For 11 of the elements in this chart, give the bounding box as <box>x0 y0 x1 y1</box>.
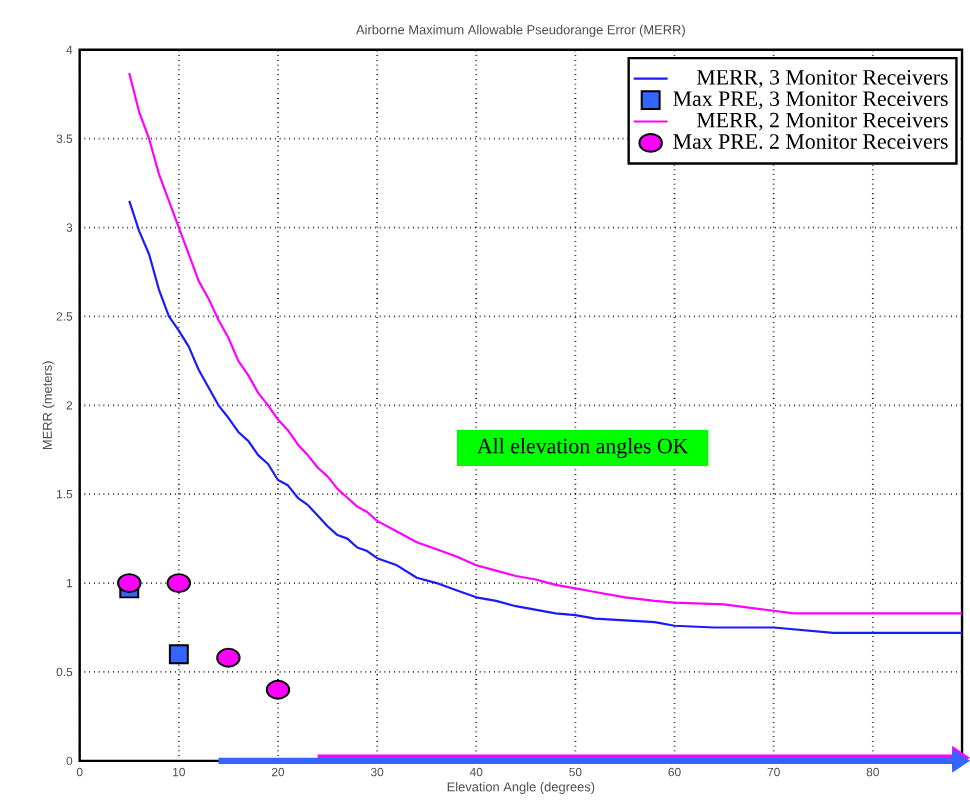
legend-label: MERR, 2 Monitor Receivers <box>696 112 948 131</box>
legend-label: MERR, 3 Monitor Receivers <box>696 69 948 88</box>
point <box>168 643 189 664</box>
line-series <box>128 71 964 615</box>
legend-label: Max PRE. 2 Monitor Receivers <box>673 133 948 149</box>
annotation: All elevation angles OK <box>477 437 689 458</box>
point <box>166 572 192 593</box>
point <box>216 647 241 668</box>
point <box>117 572 142 593</box>
legend-label: Max PRE, 3 Monitor Receivers <box>673 91 948 109</box>
point <box>265 679 291 700</box>
